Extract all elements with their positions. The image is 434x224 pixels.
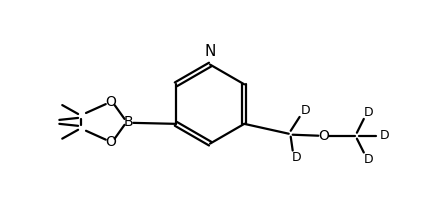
Text: O: O [318, 129, 329, 143]
Text: O: O [105, 95, 116, 109]
Text: O: O [105, 135, 116, 149]
Text: D: D [364, 153, 374, 166]
Text: N: N [204, 44, 216, 59]
Text: D: D [301, 103, 310, 116]
Text: D: D [364, 106, 374, 118]
Text: D: D [380, 129, 389, 142]
Text: B: B [124, 115, 133, 129]
Text: D: D [292, 151, 302, 164]
